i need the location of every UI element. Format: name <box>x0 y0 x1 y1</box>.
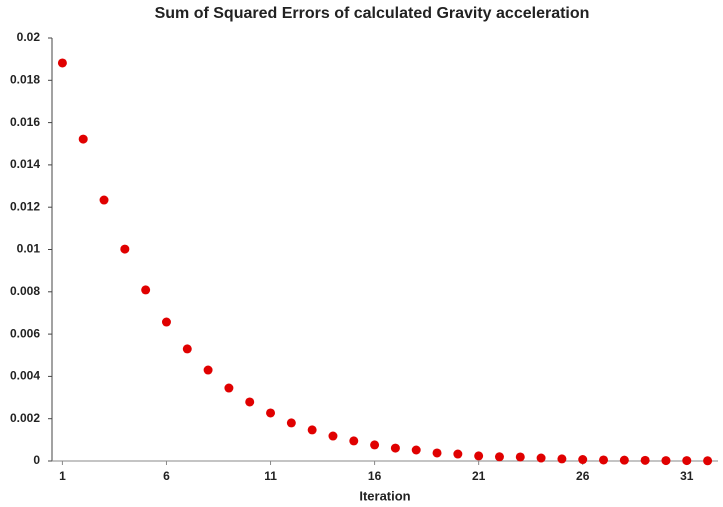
point <box>453 449 463 459</box>
chart-title: Sum of Squared Errors of calculated Grav… <box>155 5 590 22</box>
x-tick-label: 21 <box>472 469 486 483</box>
y-tick-label: 0.012 <box>10 199 40 213</box>
y-tick-label: 0.002 <box>10 411 40 425</box>
point <box>328 431 338 441</box>
x-tick-label: 16 <box>368 469 382 483</box>
point <box>266 408 276 418</box>
y-tick-label: 0.018 <box>10 72 40 86</box>
point <box>370 440 380 450</box>
y-tick-label: 0 <box>33 453 40 467</box>
point <box>661 456 671 466</box>
point <box>161 317 171 327</box>
y-tick-label: 0.01 <box>17 242 41 256</box>
x-tick-label: 31 <box>680 469 694 483</box>
y-tick-label: 0.02 <box>17 30 41 44</box>
point <box>349 436 359 446</box>
y-tick-label: 0.008 <box>10 284 40 298</box>
x-axis-title: Iteration <box>359 488 410 503</box>
y-tick-label: 0.004 <box>10 369 40 383</box>
point <box>557 454 567 464</box>
point <box>640 455 650 465</box>
point <box>536 453 546 463</box>
point <box>432 448 442 458</box>
x-tick-label: 6 <box>163 469 170 483</box>
point <box>474 451 484 461</box>
point <box>682 456 692 466</box>
point <box>203 365 213 375</box>
point <box>57 58 67 68</box>
point <box>141 285 151 295</box>
point <box>515 452 525 462</box>
y-tick-label: 0.016 <box>10 115 40 129</box>
point <box>307 425 317 435</box>
point <box>182 344 192 354</box>
x-tick-label: 11 <box>264 469 277 483</box>
point <box>411 445 421 455</box>
point <box>390 443 400 453</box>
x-tick-label: 26 <box>576 469 590 483</box>
point <box>99 195 109 205</box>
point <box>286 418 296 428</box>
point <box>245 397 255 407</box>
y-tick-label: 0.014 <box>10 157 40 171</box>
point <box>78 134 88 144</box>
y-tick-label: 0.006 <box>10 326 40 340</box>
point <box>120 244 130 254</box>
point <box>703 456 713 466</box>
point <box>599 455 609 465</box>
point <box>224 383 234 393</box>
x-tick-label: 1 <box>59 469 66 483</box>
point <box>578 455 588 465</box>
point <box>619 455 629 465</box>
point <box>494 452 504 462</box>
